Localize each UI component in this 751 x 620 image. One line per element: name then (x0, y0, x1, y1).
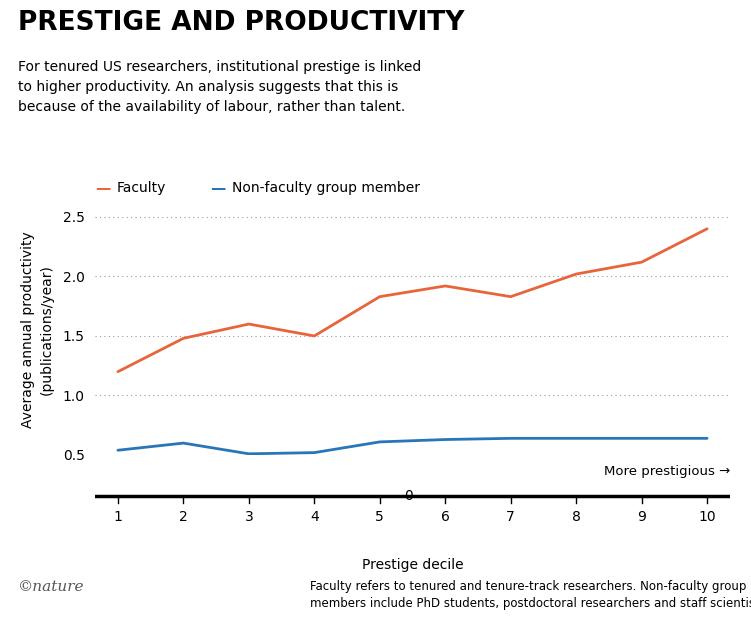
Text: 4: 4 (310, 510, 318, 524)
Text: 1: 1 (113, 510, 122, 524)
Text: More prestigious →: More prestigious → (604, 465, 730, 478)
Text: For tenured US researchers, institutional prestige is linked
to higher productiv: For tenured US researchers, institutiona… (18, 60, 421, 114)
Text: Prestige decile: Prestige decile (362, 558, 463, 572)
Text: ©nature: ©nature (18, 580, 85, 594)
Text: 10: 10 (698, 510, 716, 524)
Text: Non-faculty group member: Non-faculty group member (232, 181, 420, 195)
Text: 3: 3 (245, 510, 253, 524)
Text: 5: 5 (376, 510, 385, 524)
Text: 2: 2 (179, 510, 188, 524)
Text: 7: 7 (506, 510, 515, 524)
Text: 0: 0 (404, 489, 412, 503)
Y-axis label: Average annual productivity
(publications/year): Average annual productivity (publication… (21, 232, 54, 428)
Text: Faculty refers to tenured and tenure-track researchers. Non-faculty group
member: Faculty refers to tenured and tenure-tra… (310, 580, 751, 610)
Text: —: — (210, 180, 225, 195)
Text: 9: 9 (637, 510, 646, 524)
Text: 6: 6 (441, 510, 450, 524)
Text: —: — (95, 180, 110, 195)
Text: Faculty: Faculty (117, 181, 167, 195)
Text: PRESTIGE AND PRODUCTIVITY: PRESTIGE AND PRODUCTIVITY (18, 10, 465, 36)
Text: 8: 8 (572, 510, 581, 524)
